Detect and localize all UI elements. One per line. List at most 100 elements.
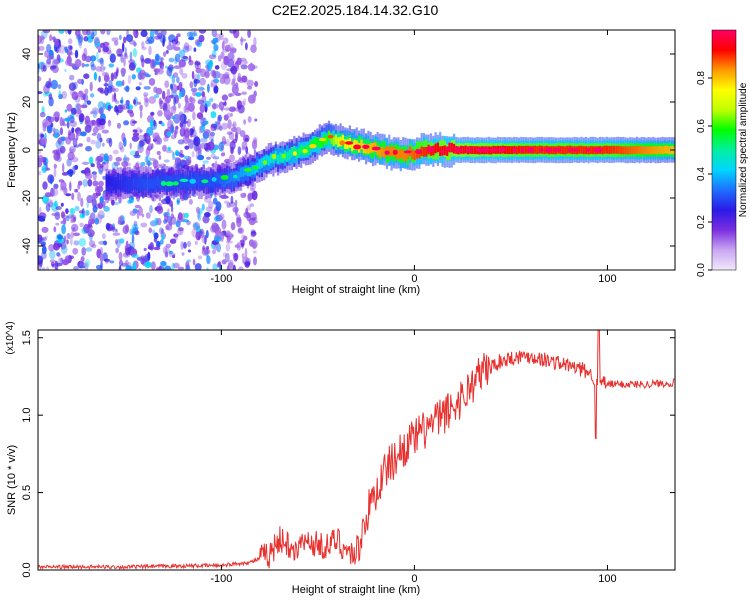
- noise-blob: [251, 190, 258, 201]
- noise-blob: [173, 97, 177, 106]
- noise-blob: [80, 104, 88, 109]
- noise-blob: [202, 215, 210, 224]
- noise-blob: [253, 37, 257, 47]
- noise-blob: [128, 62, 136, 71]
- noise-blob: [107, 120, 112, 127]
- noise-blob: [156, 267, 159, 270]
- noise-blob: [54, 267, 59, 270]
- noise-blob: [86, 30, 91, 36]
- noise-blob: [55, 262, 63, 267]
- noise-blob: [177, 113, 185, 123]
- ridge-peak: [362, 144, 370, 149]
- noise-blob: [228, 154, 235, 163]
- ridge-cell: [265, 155, 268, 165]
- noise-blob: [177, 139, 185, 145]
- noise-blob: [41, 106, 45, 114]
- ridge-cell: [622, 146, 625, 155]
- ridge-cell: [237, 171, 240, 182]
- noise-blob: [77, 78, 83, 85]
- noise-blob: [237, 146, 242, 156]
- ridge-cell: [260, 158, 263, 168]
- noise-blob: [129, 142, 132, 150]
- noise-blob: [58, 90, 62, 98]
- ridge-cell: [517, 145, 521, 154]
- noise-blob: [65, 208, 69, 215]
- noise-blob: [252, 220, 258, 224]
- noise-blob: [45, 203, 51, 212]
- noise-blob: [165, 149, 173, 154]
- noise-blob: [193, 223, 199, 229]
- noise-blob: [110, 72, 115, 82]
- noise-blob: [234, 199, 238, 208]
- ridge-cell: [209, 175, 212, 186]
- noise-blob: [249, 203, 255, 207]
- bottom-x-tick-label: 100: [598, 573, 616, 585]
- noise-blob: [222, 252, 227, 258]
- noise-blob: [69, 148, 75, 153]
- noise-blob: [143, 94, 148, 102]
- ridge-cell: [566, 145, 569, 154]
- ridge-cell: [337, 137, 340, 147]
- noise-blob: [40, 133, 45, 138]
- noise-blob: [55, 140, 61, 149]
- noise-blob: [170, 134, 177, 140]
- noise-blob: [112, 232, 121, 236]
- noise-blob: [105, 222, 111, 231]
- noise-blob: [69, 181, 72, 192]
- noise-blob: [231, 123, 235, 128]
- ridge-cell: [110, 176, 113, 187]
- noise-blob: [84, 88, 89, 95]
- noise-blob: [39, 241, 47, 245]
- noise-blob: [72, 247, 79, 255]
- ridge-peak: [172, 181, 179, 186]
- noise-blob: [213, 85, 219, 94]
- ridge-cell: [629, 146, 632, 155]
- noise-blob: [197, 99, 205, 105]
- noise-blob: [123, 154, 127, 164]
- ridge-cell: [631, 146, 634, 155]
- noise-blob: [57, 243, 63, 248]
- noise-blob: [53, 111, 60, 118]
- noise-blob: [91, 107, 100, 115]
- noise-blob: [178, 81, 183, 92]
- ridge-cell: [228, 173, 231, 183]
- noise-blob: [57, 47, 61, 53]
- noise-blob: [65, 136, 68, 142]
- noise-blob: [226, 59, 235, 68]
- noise-blob: [135, 150, 139, 157]
- noise-blob: [239, 239, 246, 244]
- noise-blob: [81, 53, 87, 62]
- ridge-cell: [643, 146, 646, 154]
- noise-blob: [251, 139, 258, 150]
- noise-blob: [77, 90, 84, 98]
- noise-blob: [41, 245, 47, 255]
- ridge-peak: [585, 148, 591, 152]
- noise-blob: [187, 156, 192, 162]
- noise-blob: [38, 260, 43, 267]
- noise-blob: [59, 127, 64, 136]
- noise-blob: [164, 265, 172, 270]
- ridge-cell: [242, 167, 245, 177]
- noise-blob: [122, 42, 125, 52]
- ridge-cell: [207, 177, 210, 187]
- noise-blob: [197, 73, 201, 80]
- noise-blob: [212, 263, 218, 270]
- ridge-cell: [434, 143, 437, 154]
- noise-blob: [108, 63, 115, 68]
- noise-blob: [196, 206, 200, 214]
- noise-blob: [172, 254, 176, 259]
- noise-blob: [173, 262, 180, 269]
- noise-blob: [188, 199, 193, 205]
- noise-blob: [92, 192, 99, 199]
- noise-blob: [81, 247, 87, 256]
- noise-blob: [53, 59, 60, 65]
- noise-blob: [64, 109, 68, 113]
- ridge-cell: [369, 143, 372, 153]
- noise-blob: [245, 146, 249, 155]
- noise-blob: [211, 30, 217, 38]
- noise-blob: [68, 82, 76, 91]
- noise-blob: [229, 140, 236, 150]
- noise-blob: [151, 59, 157, 67]
- noise-blob: [94, 36, 100, 46]
- chart-title: C2E2.2025.184.14.32.G10: [272, 2, 439, 18]
